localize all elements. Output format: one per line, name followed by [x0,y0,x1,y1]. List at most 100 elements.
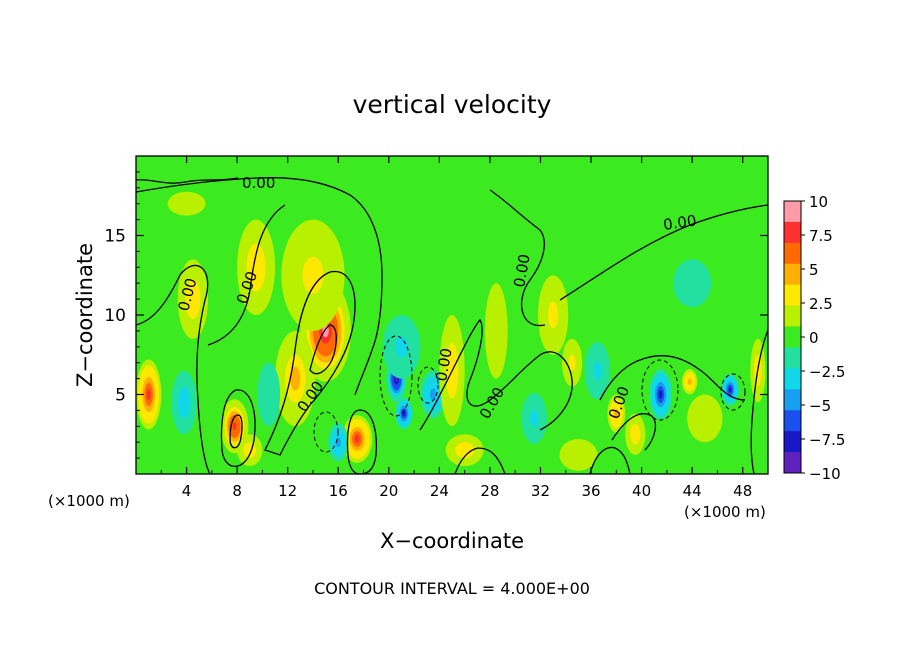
velocity-level [568,354,576,371]
velocity-cell [136,359,162,430]
colorbar-band [784,389,801,411]
x-tick-label: 44 [683,482,702,500]
contour-upper-mid [489,189,546,327]
velocity-level [354,435,360,443]
x-tick-label: 40 [632,482,651,500]
velocity-cell [148,179,225,228]
contour-neg-20 [379,335,413,417]
x-tick-label: 36 [581,482,600,500]
colorbar-tick-label: 7.5 [809,227,833,245]
colorbar-band [784,326,801,348]
velocity-cell [687,394,723,443]
velocity-cell [607,394,626,433]
y-tick-label: 5 [115,386,126,406]
contour-label: 0.00 [432,347,456,383]
velocity-cell [257,362,281,427]
velocity-level [243,442,257,459]
colorbar-tick-label: −10 [809,465,841,483]
x-tick-label: 32 [531,482,550,500]
x-axis-ticks: 4 8 12 16 20 24 28 32 36 40 44 48 [160,156,752,500]
negative-contours [313,335,746,453]
colorbar-band [784,201,801,223]
velocity-cell [445,434,484,467]
velocity-cell [521,392,547,444]
velocity-level [185,279,201,319]
velocity-level [529,409,539,427]
contour-plume-inner [309,324,337,375]
y-tick-label: 15 [104,227,126,247]
velocity-cell [559,439,598,471]
velocity-level [490,307,502,355]
contour-interval-note: CONTOUR INTERVAL = 4.000E+00 [314,579,590,598]
velocity-level [630,423,641,445]
contour-label: 0.00 [510,253,534,289]
velocity-level [167,191,206,216]
velocity-level [614,408,619,419]
velocity-cell [171,370,197,435]
velocity-cell [237,219,276,315]
velocity-level [177,386,191,419]
velocity-level [687,378,692,385]
contour-neg-47 [720,373,746,411]
contour-zero-mid [207,204,286,346]
contour-low-bottom [454,447,506,474]
velocity-cell [537,275,569,355]
contour-cell-17 [346,409,378,474]
x-tick-label: 48 [733,482,752,500]
y-axis-label: Z−coordinate [73,243,97,387]
velocity-cell [328,423,349,462]
x-tick-label: 8 [232,482,242,500]
velocity-cell [584,342,610,400]
velocity-level [695,406,714,431]
x-tick-label: 16 [329,482,348,500]
colorbar-tick-label: 2.5 [809,295,833,313]
velocity-level [290,366,301,391]
velocity-cell [625,413,646,455]
contour-zero-upper-left [136,177,239,184]
x-axis-unit-right: (×1000 m) [684,503,766,521]
colorbar-band [784,242,801,265]
velocity-cell [281,219,345,331]
x-tick-label: 4 [182,482,192,500]
contour-neg-23 [417,366,439,404]
contour-bottom-right [589,446,631,474]
velocity-cell [177,259,209,339]
contour-label: 0.00 [662,211,698,233]
colorbar-tick-label: 0 [809,329,819,347]
velocity-level [728,387,732,393]
velocity-cell [654,235,731,331]
velocity-level [395,336,408,358]
x-tick-label: 12 [278,482,297,500]
x-tick-label: 28 [480,482,499,500]
contour-zero-right [559,204,768,301]
velocity-cell [484,283,508,379]
colorbar-band [784,221,801,244]
x-axis-unit-left: (×1000 m) [48,492,130,510]
velocity-cell [395,397,413,430]
velocity-cell [561,338,583,387]
colorbar-tick-label: 5 [809,261,819,279]
velocity-level [658,390,663,399]
velocity-level [673,259,712,308]
velocity-level [593,361,602,381]
contour-right-cells [599,355,746,401]
colorbar-tick-label: −2.5 [809,363,845,381]
colorbar-tick-label: −7.5 [809,431,845,449]
velocity-cell [275,330,316,427]
colorbar-tick-label: −5 [809,397,831,415]
x-axis-label: X−coordinate [380,529,524,553]
velocity-level [263,378,275,411]
velocity-level [302,256,324,294]
velocity-level [455,442,475,459]
contour-mid-cells [419,318,573,431]
velocity-cell [721,373,739,406]
x-tick-label: 24 [430,482,449,500]
velocity-cell [342,415,373,463]
velocity-level [548,301,559,329]
contour-neg-41 [641,359,679,421]
colorbar: 10 7.5 5 2.5 0 −2.5 −5 −7.5 −10 [783,193,845,483]
contour-right-edge [750,329,768,474]
contour-neg-16 [313,411,339,453]
colorbar-band [784,410,801,432]
